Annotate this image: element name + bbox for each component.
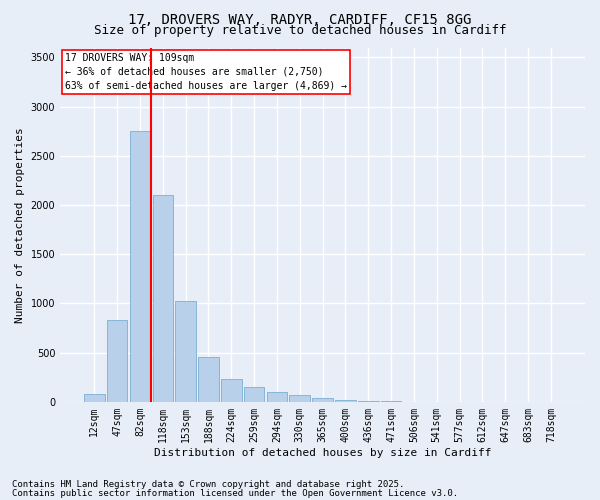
Bar <box>289 396 310 402</box>
Bar <box>152 195 173 402</box>
Bar <box>358 401 379 402</box>
Text: Contains HM Land Registry data © Crown copyright and database right 2025.: Contains HM Land Registry data © Crown c… <box>12 480 404 489</box>
Y-axis label: Number of detached properties: Number of detached properties <box>15 127 25 322</box>
Bar <box>313 398 333 402</box>
Bar <box>335 400 356 402</box>
Text: 17, DROVERS WAY, RADYR, CARDIFF, CF15 8GG: 17, DROVERS WAY, RADYR, CARDIFF, CF15 8G… <box>128 12 472 26</box>
Text: 17 DROVERS WAY: 109sqm
← 36% of detached houses are smaller (2,750)
63% of semi-: 17 DROVERS WAY: 109sqm ← 36% of detached… <box>65 53 347 91</box>
Text: Size of property relative to detached houses in Cardiff: Size of property relative to detached ho… <box>94 24 506 37</box>
Bar <box>175 302 196 402</box>
Bar <box>266 392 287 402</box>
Bar <box>107 320 127 402</box>
Bar <box>130 131 150 402</box>
Bar <box>84 394 104 402</box>
Bar <box>198 356 219 402</box>
Bar <box>244 386 265 402</box>
X-axis label: Distribution of detached houses by size in Cardiff: Distribution of detached houses by size … <box>154 448 491 458</box>
Text: Contains public sector information licensed under the Open Government Licence v3: Contains public sector information licen… <box>12 489 458 498</box>
Bar <box>221 379 242 402</box>
